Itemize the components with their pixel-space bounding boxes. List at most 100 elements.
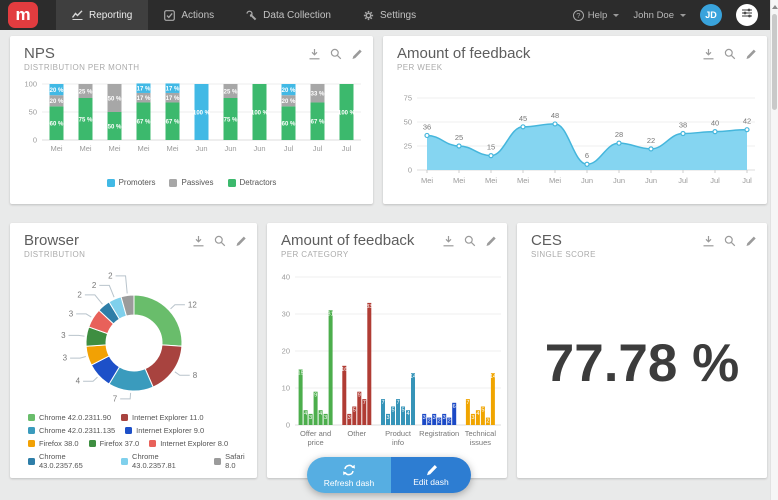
edit-icon[interactable]	[351, 47, 363, 65]
chart-line-icon	[72, 10, 83, 20]
download-icon[interactable]	[442, 234, 455, 252]
svg-text:3: 3	[348, 415, 351, 421]
edit-icon[interactable]	[745, 47, 757, 65]
svg-text:42: 42	[743, 117, 751, 126]
download-icon[interactable]	[702, 234, 715, 252]
svg-text:50 %: 50 %	[108, 124, 122, 130]
legend-label: Internet Explorer 9.0	[136, 426, 205, 435]
sliders-icon	[741, 6, 753, 24]
ces-score: 77.78 %	[544, 334, 740, 393]
svg-text:Mei: Mei	[517, 176, 529, 185]
panel-subtitle: DISTRIBUTION	[24, 250, 86, 259]
svg-text:Mei: Mei	[79, 144, 91, 153]
legend-label: Firefox 37.0	[99, 439, 140, 448]
download-icon[interactable]	[308, 47, 321, 65]
scrollbar-thumb[interactable]	[772, 14, 777, 110]
svg-text:Mei: Mei	[485, 176, 497, 185]
svg-text:Mei: Mei	[549, 176, 561, 185]
panel-title: Amount of feedback	[281, 232, 415, 249]
zoom-icon[interactable]	[724, 47, 736, 65]
edit-icon[interactable]	[745, 234, 757, 252]
panel-browser: Browser DISTRIBUTION 2 2 2 3 3 3 4 7 12 8 Chrome …	[10, 223, 257, 478]
dashboard-settings-button[interactable]	[736, 4, 758, 26]
legend-item[interactable]: Firefox 37.0	[88, 439, 140, 448]
svg-text:7: 7	[466, 400, 469, 406]
svg-text:2: 2	[428, 419, 431, 425]
tab-data-collection[interactable]: Data Collection	[230, 0, 347, 30]
legend-item[interactable]: Internet Explorer 8.0	[149, 439, 228, 448]
svg-text:0: 0	[408, 166, 412, 175]
svg-text:20 %: 20 %	[282, 88, 296, 94]
download-icon[interactable]	[702, 47, 715, 65]
svg-text:9: 9	[358, 393, 361, 399]
svg-text:Jul: Jul	[678, 176, 688, 185]
zoom-icon[interactable]	[330, 47, 342, 65]
help-label: Help	[587, 9, 608, 21]
legend-item[interactable]: Chrome 42.0.2311.135	[28, 426, 115, 435]
svg-text:3: 3	[324, 415, 327, 421]
download-icon[interactable]	[192, 234, 205, 252]
panel-actions	[192, 234, 247, 252]
legend-item[interactable]: Chrome 42.0.2311.90	[28, 413, 111, 422]
legend-item[interactable]: Chrome 43.0.2357.81	[121, 452, 204, 470]
user-menu[interactable]: John Doe	[633, 10, 686, 21]
tab-label: Actions	[181, 9, 215, 21]
panel-header: NPS DISTRIBUTION PER MONTH	[10, 36, 373, 72]
legend-item[interactable]: Internet Explorer 11.0	[121, 413, 204, 422]
legend-swatch	[106, 178, 115, 187]
tab-settings[interactable]: Settings	[347, 0, 432, 30]
svg-text:15: 15	[298, 371, 304, 377]
legend-item[interactable]: Chrome 43.0.2357.65	[28, 452, 111, 470]
legend-item[interactable]: Safari 8.0	[214, 452, 257, 470]
legend-label: Chrome 43.0.2357.81	[132, 452, 176, 470]
svg-text:7: 7	[113, 394, 118, 403]
tab-label: Settings	[379, 9, 417, 21]
svg-text:75 %: 75 %	[224, 117, 238, 123]
svg-text:Mei: Mei	[421, 176, 433, 185]
legend-item[interactable]: Internet Explorer 9.0	[125, 426, 204, 435]
tab-label: Data Collection	[263, 9, 331, 21]
svg-text:33 %: 33 %	[311, 92, 325, 98]
svg-text:Mei: Mei	[108, 144, 120, 153]
svg-text:2: 2	[486, 419, 489, 425]
legend-swatch	[121, 414, 128, 421]
svg-text:3: 3	[61, 331, 66, 340]
svg-text:17 %: 17 %	[137, 96, 151, 102]
avatar[interactable]: JD	[700, 4, 722, 26]
help-menu[interactable]: Help	[572, 9, 620, 21]
svg-text:2: 2	[108, 271, 113, 280]
scrollbar-up-arrow-icon[interactable]	[772, 5, 778, 9]
tab-reporting[interactable]: Reporting	[56, 0, 149, 30]
legend-swatch	[227, 178, 236, 187]
legend-label: Promoters	[118, 178, 156, 187]
svg-text:67 %: 67 %	[311, 120, 325, 126]
legend-item[interactable]: Promoters	[106, 178, 156, 187]
panel-actions	[442, 234, 497, 252]
zoom-icon[interactable]	[214, 234, 226, 252]
user-name: John Doe	[633, 9, 674, 21]
svg-text:20 %: 20 %	[50, 88, 64, 94]
tab-actions[interactable]: Actions	[148, 0, 230, 30]
legend-item[interactable]: Detractors	[227, 178, 276, 187]
svg-text:2: 2	[77, 290, 82, 299]
panel-header: Amount of feedback PER CATEGORY	[267, 223, 507, 259]
svg-text:5: 5	[401, 408, 404, 414]
page-scrollbar[interactable]	[770, 0, 778, 500]
legend-item[interactable]: Passives	[169, 178, 214, 187]
zoom-icon[interactable]	[724, 234, 736, 252]
legend-swatch	[125, 427, 133, 434]
svg-text:50 %: 50 %	[108, 96, 122, 102]
edit-dash-button[interactable]: Edit dash	[391, 457, 471, 493]
legend-item[interactable]: Firefox 38.0	[28, 439, 79, 448]
edit-icon[interactable]	[485, 234, 497, 252]
app-logo[interactable]: m	[8, 2, 38, 28]
legend-row: Chrome 42.0.2311.90 Internet Explorer 11.…	[28, 413, 257, 422]
svg-text:10: 10	[282, 384, 290, 393]
legend-label: Internet Explorer 8.0	[160, 439, 229, 448]
refresh-dash-button[interactable]: Refresh dash	[307, 457, 391, 493]
gear-icon	[363, 10, 374, 21]
zoom-icon[interactable]	[464, 234, 476, 252]
nav-right-cluster: Help John Doe JD	[572, 0, 770, 30]
edit-icon[interactable]	[235, 234, 247, 252]
legend-label: Safari 8.0	[225, 452, 245, 470]
